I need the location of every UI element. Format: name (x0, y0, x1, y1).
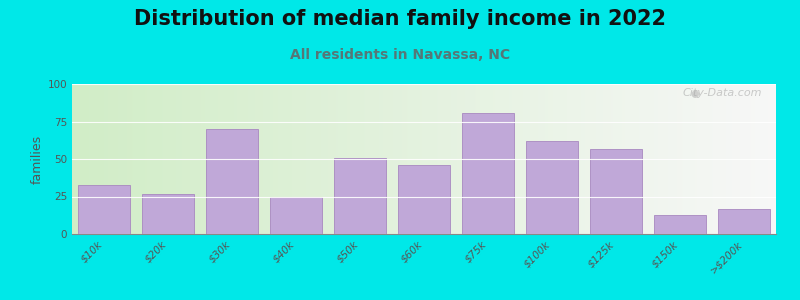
Bar (462, 112, 514, 234)
Bar (334, 158, 386, 234)
Bar (718, 208, 770, 234)
Bar (398, 165, 450, 234)
Bar (142, 194, 194, 234)
Bar (654, 214, 706, 234)
Text: All residents in Navassa, NC: All residents in Navassa, NC (290, 48, 510, 62)
Text: Distribution of median family income in 2022: Distribution of median family income in … (134, 9, 666, 29)
Bar (526, 141, 578, 234)
Text: City-Data.com: City-Data.com (682, 88, 762, 98)
Text: ●: ● (690, 88, 698, 98)
Bar (270, 196, 322, 234)
Bar (78, 184, 130, 234)
Bar (206, 129, 258, 234)
Bar (590, 148, 642, 234)
Y-axis label: families: families (30, 134, 43, 184)
